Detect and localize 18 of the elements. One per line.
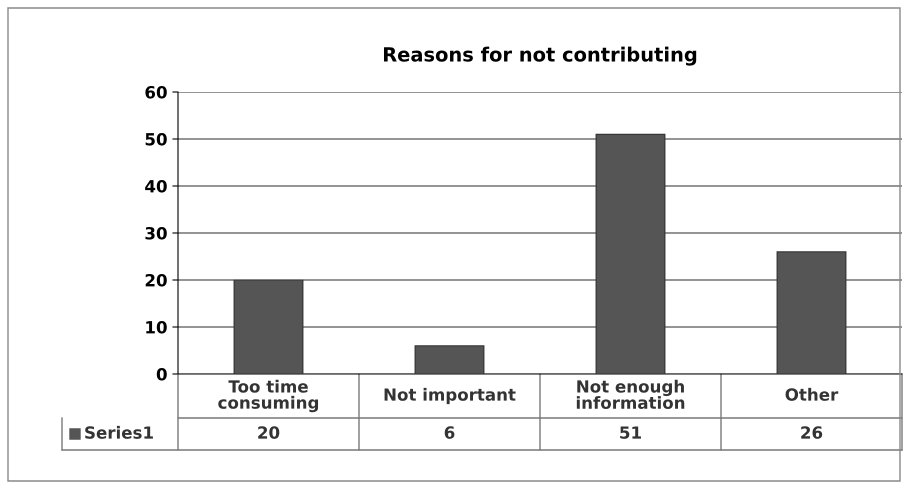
data-label: 51: [620, 426, 641, 439]
y-tick-label: 0: [156, 368, 167, 381]
chart-title: Reasons for not contributing: [384, 46, 696, 66]
data-label: 26: [801, 426, 822, 439]
y-tick-label: 60: [145, 86, 167, 99]
y-tick-label: 30: [146, 226, 167, 240]
y-tick-label: 40: [145, 180, 167, 193]
bar: [414, 345, 484, 374]
y-tick-label: 10: [146, 320, 167, 334]
y-tick-label: 50: [146, 132, 167, 146]
legend-label: Series1: [85, 426, 153, 439]
x-tick-label: Too time consuming: [218, 380, 318, 412]
data-label: 20: [258, 426, 280, 439]
x-tick-label: Not enough information: [576, 380, 684, 409]
data-label: 6: [444, 426, 454, 439]
x-tick-label: Other: [786, 388, 838, 401]
y-tick-label: 20: [146, 274, 167, 287]
x-tick-label: Not important: [384, 388, 516, 404]
